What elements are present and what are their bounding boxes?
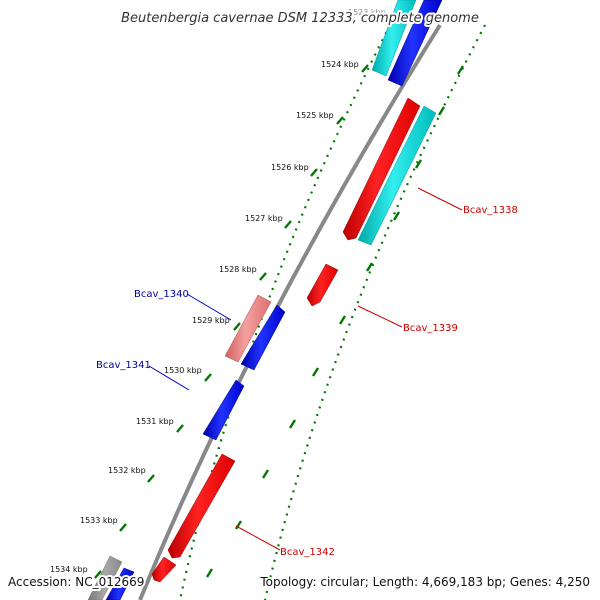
accession-halo: Accession: NC_012669 — [8, 575, 144, 589]
gene-label-bcav-1341[interactable]: Bcav_1341 — [96, 360, 151, 371]
tick-label-1532: 1532 kbp — [108, 466, 146, 475]
tick-label-1534: 1534 kbp — [50, 565, 88, 574]
topology-text: Topology: circular; Length: 4,669,183 bp… — [259, 575, 590, 589]
gene-feature-cyan-1338[interactable] — [357, 105, 437, 246]
tick-label-1530: 1530 kbp — [164, 366, 202, 375]
tick-labels: 1523 kbp 1524 kbp 1525 kbp 1526 kbp 1527… — [50, 8, 386, 574]
tick-label-1531: 1531 kbp — [136, 417, 174, 426]
gene-label-bcav-1339[interactable]: Bcav_1339 — [403, 323, 458, 334]
gene-feature-red-bottom[interactable] — [151, 556, 177, 583]
gene-feature-blue-1340[interactable] — [240, 304, 286, 371]
map-title-halo: Beutenbergia cavernae DSM 12333, complet… — [121, 11, 479, 26]
gene-feature-red-1338-left[interactable] — [342, 97, 421, 241]
tick-label-1526: 1526 kbp — [271, 163, 309, 172]
topology-halo: Topology: circular; Length: 4,669,183 bp… — [259, 575, 590, 589]
tick-label-1523: 1523 kbp — [348, 8, 386, 17]
gene-feature-red-1339[interactable] — [306, 263, 339, 307]
genome-backbone — [138, 23, 442, 600]
major-ticks — [94, 64, 369, 579]
tick-label-1527: 1527 kbp — [245, 214, 283, 223]
map-title: Beutenbergia cavernae DSM 12333, complet… — [121, 11, 479, 26]
gene-feature-cyan-top[interactable] — [371, 0, 417, 77]
gene-feature-pink-1340[interactable] — [224, 294, 272, 363]
gene-feature-blue-1341[interactable] — [202, 379, 245, 441]
tick-label-1528: 1528 kbp — [219, 265, 257, 274]
tick-label-1533: 1533 kbp — [80, 516, 118, 525]
tick-ring-outer — [263, 24, 486, 600]
tick-label-1524: 1524 kbp — [321, 60, 359, 69]
tick-label-1525: 1525 kbp — [296, 111, 334, 120]
gene-label-bcav-1342[interactable]: Bcav_1342 — [280, 547, 335, 558]
callout-lines — [148, 187, 463, 551]
gene-label-bcav-1340[interactable]: Bcav_1340 — [134, 289, 189, 300]
gene-feature-red-1342[interactable] — [167, 453, 236, 559]
gene-feature-gray-bottom[interactable] — [87, 555, 123, 600]
gene-feature-blue-top[interactable] — [387, 0, 443, 87]
gene-label-bcav-1338[interactable]: Bcav_1338 — [463, 205, 518, 216]
gene-feature-blue-bottom[interactable] — [105, 567, 135, 600]
outer-ring-dashes — [205, 65, 465, 578]
accession-text: Accession: NC_012669 — [8, 575, 144, 589]
tick-label-1529: 1529 kbp — [192, 316, 230, 325]
